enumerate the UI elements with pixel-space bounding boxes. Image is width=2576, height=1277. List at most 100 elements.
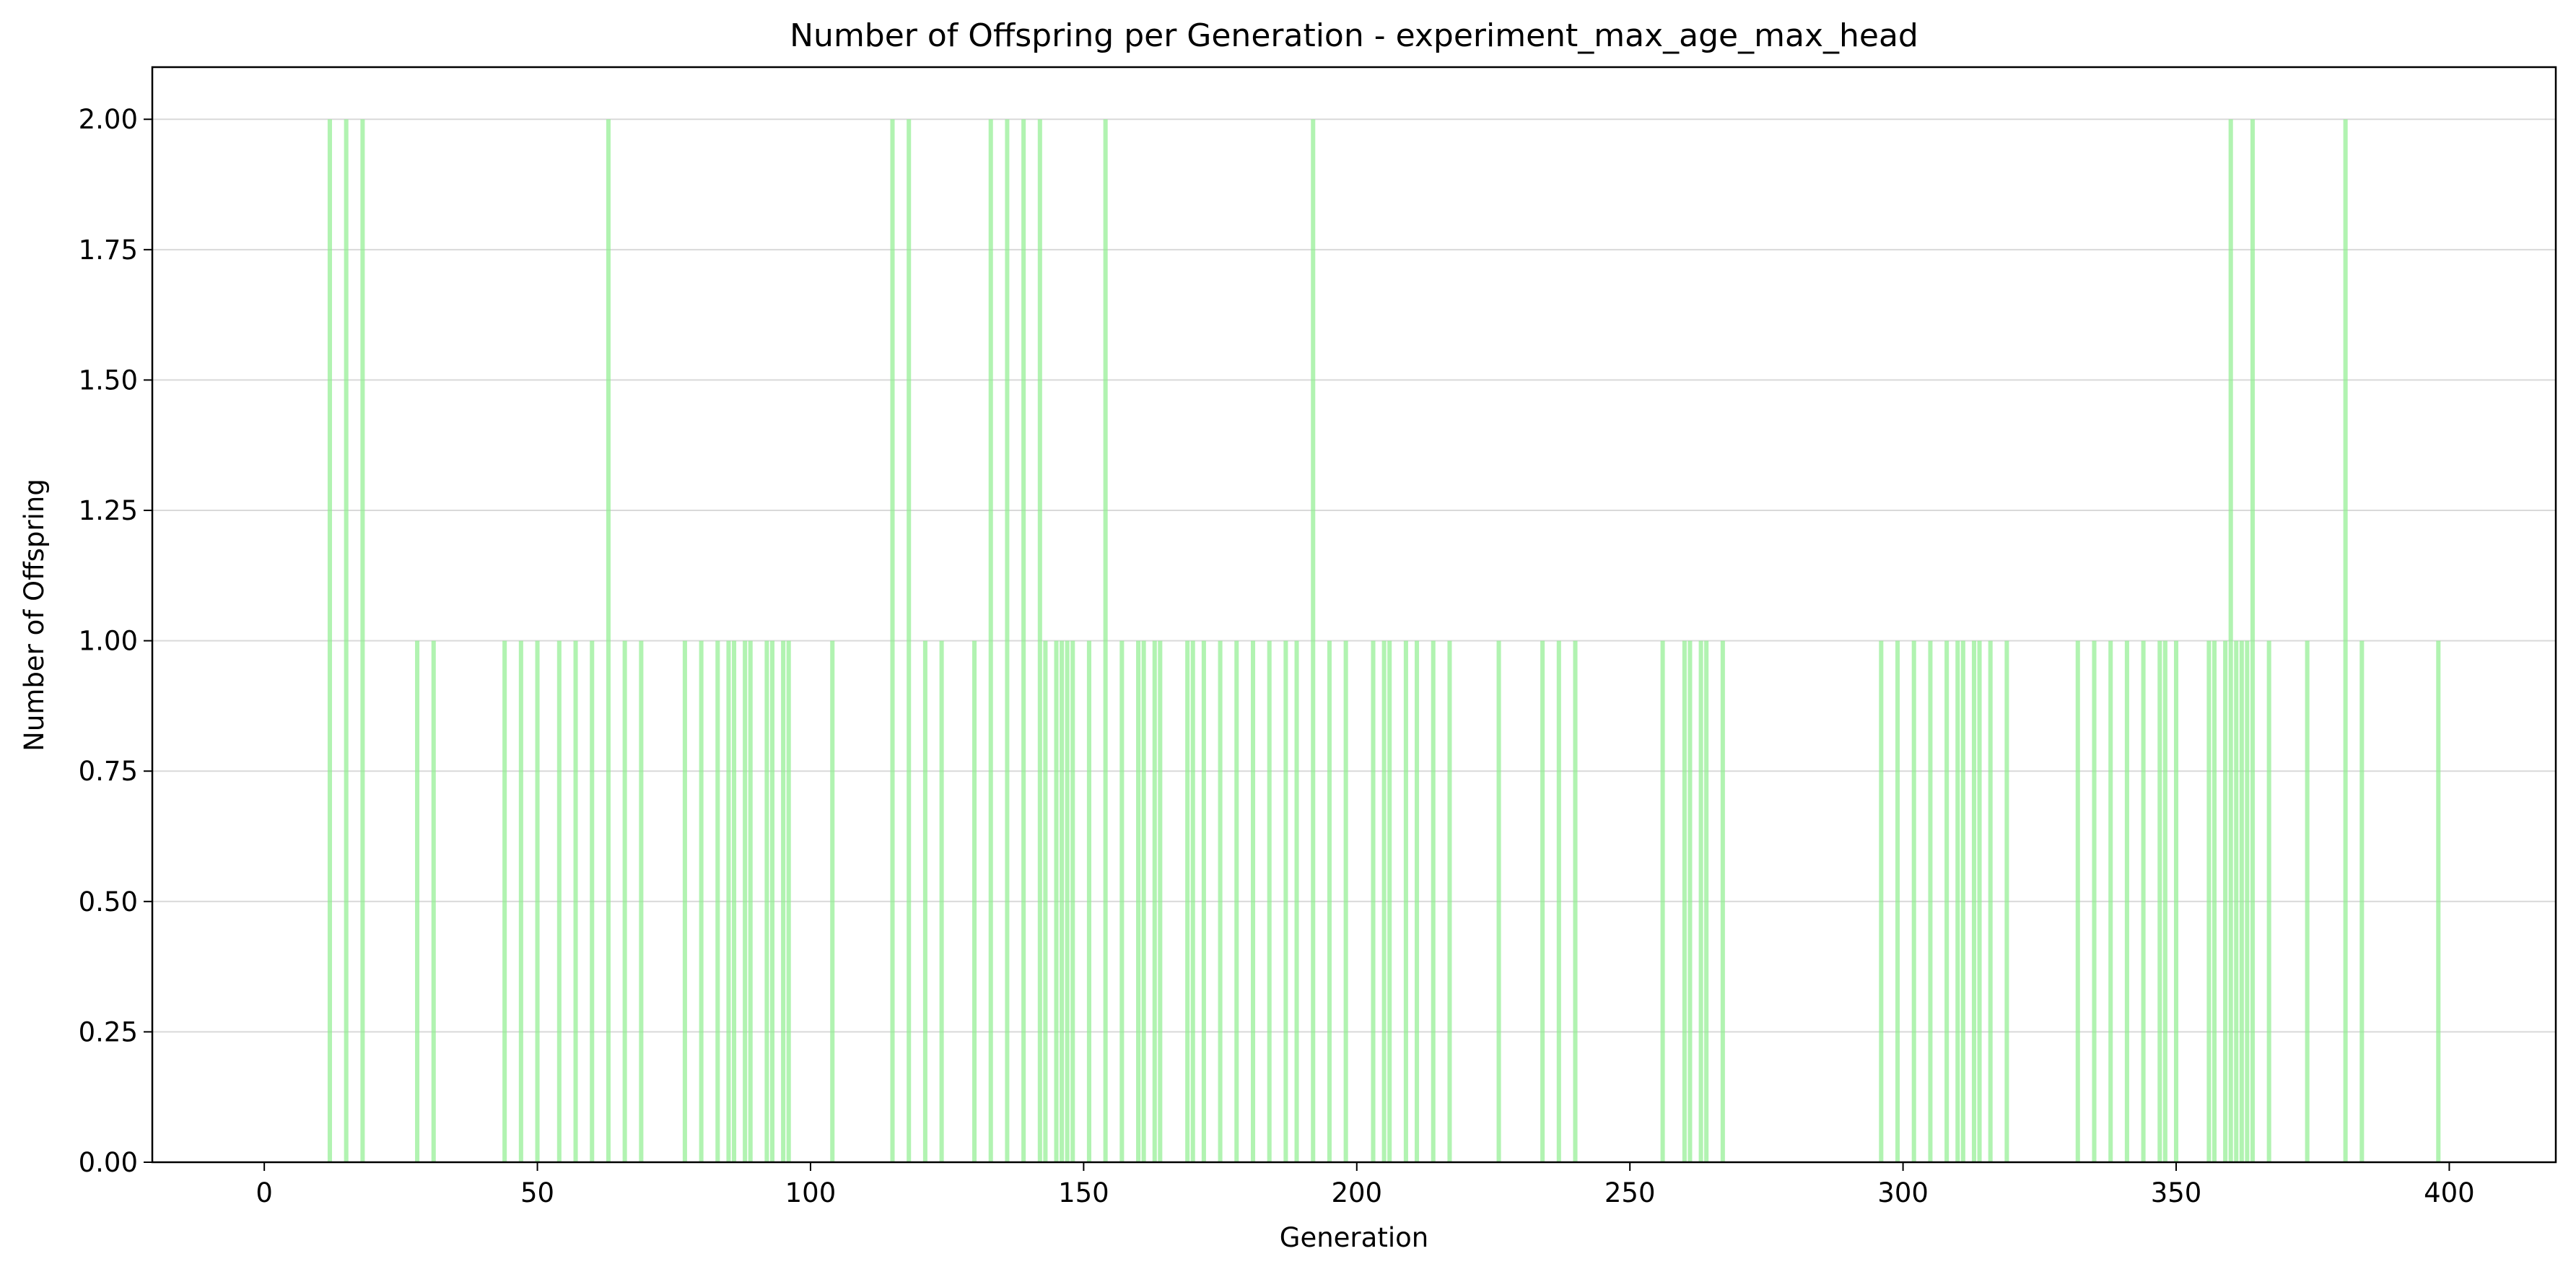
bar [344, 119, 349, 1163]
bar [2173, 640, 2179, 1162]
bar [2075, 640, 2080, 1162]
bar [1234, 640, 1239, 1162]
bar [1371, 640, 1376, 1162]
bar [1944, 640, 1950, 1162]
bar [781, 640, 786, 1162]
bar [2343, 119, 2348, 1163]
y-tick-label: 1.25 [79, 495, 138, 526]
bar [1660, 640, 1665, 1162]
bar [1250, 640, 1256, 1162]
bar [2162, 640, 2167, 1162]
bar [1141, 640, 1146, 1162]
bar [1201, 640, 1206, 1162]
x-tick-label: 50 [520, 1177, 554, 1208]
bar [1415, 640, 1420, 1162]
bar [2266, 640, 2271, 1162]
bar [1218, 640, 1223, 1162]
y-axis-label: Number of Offspring [19, 479, 50, 751]
bar [1119, 640, 1125, 1162]
bar [1496, 640, 1501, 1162]
bar [1327, 640, 1332, 1162]
bar [1682, 640, 1687, 1162]
bar [2305, 640, 2310, 1162]
bar [1895, 640, 1900, 1162]
bar [1447, 640, 1452, 1162]
bar [939, 640, 944, 1162]
bar [1879, 640, 1884, 1162]
x-tick-label: 100 [785, 1177, 837, 1208]
bar [1021, 119, 1026, 1163]
bar [1005, 119, 1010, 1163]
bar [2234, 640, 2239, 1162]
y-tick-label: 0.75 [79, 756, 138, 787]
bar [1103, 119, 1108, 1163]
bar [1060, 640, 1065, 1162]
bar [748, 640, 753, 1162]
bar [502, 640, 507, 1162]
bar [1688, 640, 1693, 1162]
bar [764, 640, 769, 1162]
bar [1185, 640, 1190, 1162]
bar [1267, 640, 1272, 1162]
bar [2250, 119, 2255, 1163]
bars [327, 119, 2441, 1163]
y-tick-label: 0.25 [79, 1016, 138, 1047]
y-tick-label: 1.50 [79, 365, 138, 396]
x-axis-label: Generation [1280, 1222, 1428, 1253]
bar [1043, 640, 1048, 1162]
y-tick-label: 0.50 [79, 886, 138, 918]
bar [2092, 640, 2097, 1162]
bar [1343, 640, 1348, 1162]
bar [726, 640, 731, 1162]
bar [556, 640, 562, 1162]
plot-frame [151, 66, 2557, 1164]
bar [1540, 640, 1545, 1162]
bar [1403, 640, 1408, 1162]
bar [606, 119, 611, 1163]
bar [682, 640, 687, 1162]
ticks: 0 50 100 150 200 250 300 350 400 0.00 0.25 0.50 0.75… [79, 104, 2475, 1208]
bar [2228, 119, 2233, 1163]
bar [1054, 640, 1059, 1162]
x-tick-label: 0 [256, 1177, 273, 1208]
bar [830, 640, 835, 1162]
bar [715, 640, 720, 1162]
bar [699, 640, 704, 1162]
bar [1988, 640, 1993, 1162]
bar [1381, 640, 1387, 1162]
y-tick-label: 2.00 [79, 104, 138, 135]
bar [1283, 640, 1288, 1162]
bar [415, 640, 420, 1162]
bar [1065, 640, 1070, 1162]
bar [535, 640, 540, 1162]
x-tick-label: 400 [2424, 1177, 2475, 1208]
bar [518, 640, 523, 1162]
bar [639, 640, 644, 1162]
bar [907, 119, 912, 1163]
chart-title: Number of Offspring per Generation - exp… [790, 17, 1918, 54]
bar [1704, 640, 1709, 1162]
bar [2108, 640, 2113, 1162]
bar [731, 640, 737, 1162]
bar [2141, 640, 2146, 1162]
bar [2206, 640, 2212, 1162]
bar [922, 640, 927, 1162]
bar [2436, 640, 2441, 1162]
bar [743, 640, 748, 1162]
x-tick-label: 200 [1331, 1177, 1382, 1208]
bar [2157, 640, 2162, 1162]
bar [1158, 640, 1163, 1162]
bar [786, 640, 791, 1162]
bar [1556, 640, 1561, 1162]
bar [1971, 640, 1977, 1162]
bar [2245, 640, 2250, 1162]
bar [1911, 640, 1916, 1162]
bar [1977, 640, 1982, 1162]
bar [1037, 119, 1042, 1163]
bar [972, 640, 977, 1162]
bar [2223, 640, 2228, 1162]
y-tick-label: 1.00 [79, 626, 138, 657]
bar [2212, 640, 2217, 1162]
bar [431, 640, 436, 1162]
